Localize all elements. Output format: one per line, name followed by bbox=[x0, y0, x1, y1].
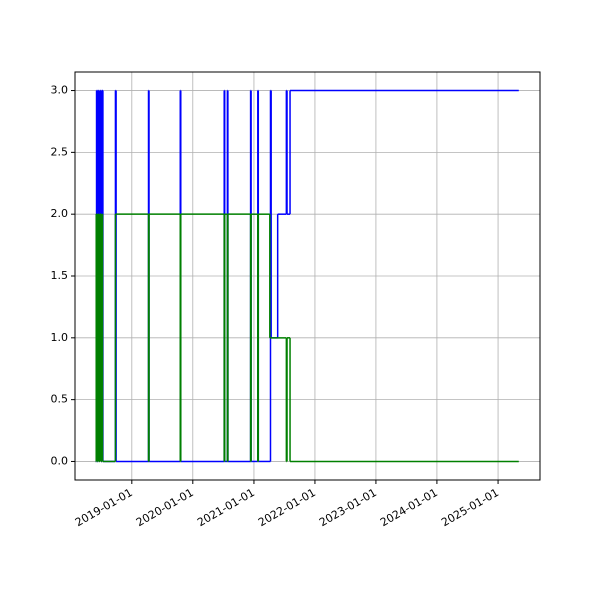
y-tick-label: 0.0 bbox=[51, 454, 69, 467]
grid bbox=[75, 72, 540, 480]
plot bbox=[95, 89, 519, 463]
y-tick-label: 3.0 bbox=[51, 84, 69, 97]
y-tick-label: 1.0 bbox=[51, 331, 69, 344]
y-tick-label: 2.5 bbox=[51, 145, 69, 158]
y-tick-label: 0.5 bbox=[51, 393, 69, 406]
y-tick-label: 2.0 bbox=[51, 207, 69, 220]
y-tick-label: 1.5 bbox=[51, 269, 69, 282]
